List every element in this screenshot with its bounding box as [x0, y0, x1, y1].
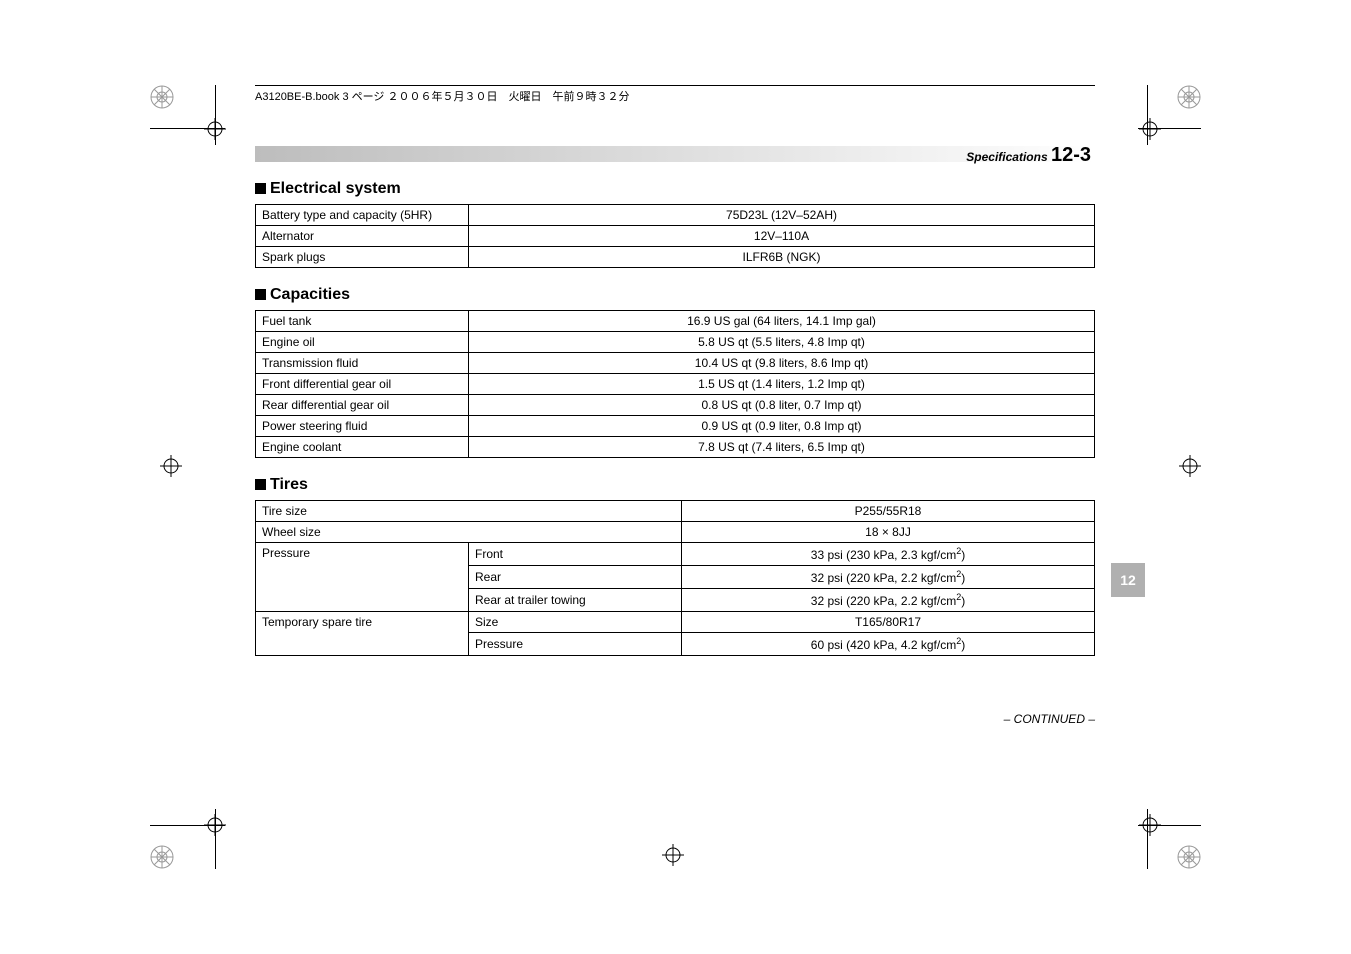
frame-line [150, 825, 225, 826]
cell-label: Battery type and capacity (5HR) [256, 205, 469, 226]
cell-value: 60 psi (420 kPa, 4.2 kgf/cm2) [682, 633, 1095, 656]
cell-value: 0.9 US qt (0.9 liter, 0.8 Imp qt) [469, 416, 1095, 437]
print-rosette-icon [1177, 845, 1201, 869]
page-number: 12-3 [1051, 144, 1091, 166]
table-row: Alternator 12V–110A [256, 226, 1095, 247]
table-row: Wheel size 18 × 8JJ [256, 522, 1095, 543]
cell-sublabel: Rear [469, 566, 682, 589]
cell-label: Wheel size [256, 522, 682, 543]
cell-sublabel: Rear at trailer towing [469, 589, 682, 612]
continued-label: – CONTINUED – [1004, 712, 1095, 726]
print-rosette-icon [1177, 85, 1201, 109]
frame-line [1147, 809, 1148, 869]
table-row: Tire size P255/55R18 [256, 501, 1095, 522]
bullet-icon [255, 479, 266, 490]
cell-value: 32 psi (220 kPa, 2.2 kgf/cm2) [682, 566, 1095, 589]
print-rosette-icon [150, 845, 174, 869]
print-crosshair-icon [1179, 455, 1201, 477]
electrical-table: Battery type and capacity (5HR) 75D23L (… [255, 204, 1095, 268]
cell-label: Transmission fluid [256, 353, 469, 374]
cell-label: Power steering fluid [256, 416, 469, 437]
cell-value: 7.8 US qt (7.4 liters, 6.5 Imp qt) [469, 437, 1095, 458]
cell-sublabel: Front [469, 543, 682, 566]
table-row: Transmission fluid10.4 US qt (9.8 liters… [256, 353, 1095, 374]
table-row: Engine oil5.8 US qt (5.5 liters, 4.8 Imp… [256, 332, 1095, 353]
cell-label: Front differential gear oil [256, 374, 469, 395]
section-title-electrical: Electrical system [255, 180, 1095, 198]
bullet-icon [255, 183, 266, 194]
cell-value: 16.9 US gal (64 liters, 14.1 Imp gal) [469, 311, 1095, 332]
cell-value: 32 psi (220 kPa, 2.2 kgf/cm2) [682, 589, 1095, 612]
cell-value: 10.4 US qt (9.8 liters, 8.6 Imp qt) [469, 353, 1095, 374]
cell-value: P255/55R18 [682, 501, 1095, 522]
bullet-icon [255, 289, 266, 300]
cell-label: Temporary spare tire [256, 612, 469, 656]
table-row: Spark plugs ILFR6B (NGK) [256, 247, 1095, 268]
table-row: Pressure Front 33 psi (230 kPa, 2.3 kgf/… [256, 543, 1095, 566]
frame-line [215, 809, 216, 869]
cell-value: 5.8 US qt (5.5 liters, 4.8 Imp qt) [469, 332, 1095, 353]
cell-value: 1.5 US qt (1.4 liters, 1.2 Imp qt) [469, 374, 1095, 395]
side-tab: 12 [1111, 563, 1145, 597]
table-row: Temporary spare tire Size T165/80R17 [256, 612, 1095, 633]
cell-label: Rear differential gear oil [256, 395, 469, 416]
cell-value: 33 psi (230 kPa, 2.3 kgf/cm2) [682, 543, 1095, 566]
print-crosshair-icon [160, 455, 182, 477]
section-tires: Tires Tire size P255/55R18 Wheel size 18… [255, 476, 1095, 656]
capacities-table: Fuel tank16.9 US gal (64 liters, 14.1 Im… [255, 310, 1095, 458]
chapter-title: Specifications 12-3 [966, 144, 1091, 167]
cell-sublabel: Pressure [469, 633, 682, 656]
chapter-bar: Specifications 12-3 [255, 146, 1095, 162]
cell-label: Spark plugs [256, 247, 469, 268]
table-row: Power steering fluid0.9 US qt (0.9 liter… [256, 416, 1095, 437]
cell-label: Alternator [256, 226, 469, 247]
cell-value: 75D23L (12V–52AH) [469, 205, 1095, 226]
section-electrical: Electrical system Battery type and capac… [255, 180, 1095, 268]
table-row: Engine coolant7.8 US qt (7.4 liters, 6.5… [256, 437, 1095, 458]
table-row: Front differential gear oil1.5 US qt (1.… [256, 374, 1095, 395]
print-crosshair-icon [662, 844, 684, 866]
book-header: A3120BE-B.book 3 ページ ２００６年５月３０日 火曜日 午前９時… [255, 85, 1095, 104]
page-content: A3120BE-B.book 3 ページ ２００６年５月３０日 火曜日 午前９時… [255, 85, 1095, 656]
cell-value: ILFR6B (NGK) [469, 247, 1095, 268]
table-row: Battery type and capacity (5HR) 75D23L (… [256, 205, 1095, 226]
print-rosette-icon [150, 85, 174, 109]
frame-line [215, 85, 216, 145]
tires-table: Tire size P255/55R18 Wheel size 18 × 8JJ… [255, 500, 1095, 656]
cell-value: 12V–110A [469, 226, 1095, 247]
cell-value: T165/80R17 [682, 612, 1095, 633]
table-row: Rear differential gear oil0.8 US qt (0.8… [256, 395, 1095, 416]
chapter-name: Specifications [966, 150, 1047, 164]
frame-line [150, 128, 225, 129]
section-capacities: Capacities Fuel tank16.9 US gal (64 lite… [255, 286, 1095, 458]
cell-value: 0.8 US qt (0.8 liter, 0.7 Imp qt) [469, 395, 1095, 416]
frame-line [1138, 128, 1201, 129]
frame-line [1147, 85, 1148, 145]
cell-label: Fuel tank [256, 311, 469, 332]
cell-label: Engine coolant [256, 437, 469, 458]
cell-label: Tire size [256, 501, 682, 522]
cell-sublabel: Size [469, 612, 682, 633]
cell-label: Pressure [256, 543, 469, 612]
print-crosshair-icon [1139, 118, 1161, 140]
cell-label: Engine oil [256, 332, 469, 353]
cell-value: 18 × 8JJ [682, 522, 1095, 543]
table-row: Fuel tank16.9 US gal (64 liters, 14.1 Im… [256, 311, 1095, 332]
section-title-tires: Tires [255, 476, 1095, 494]
frame-line [1138, 825, 1201, 826]
section-title-capacities: Capacities [255, 286, 1095, 304]
